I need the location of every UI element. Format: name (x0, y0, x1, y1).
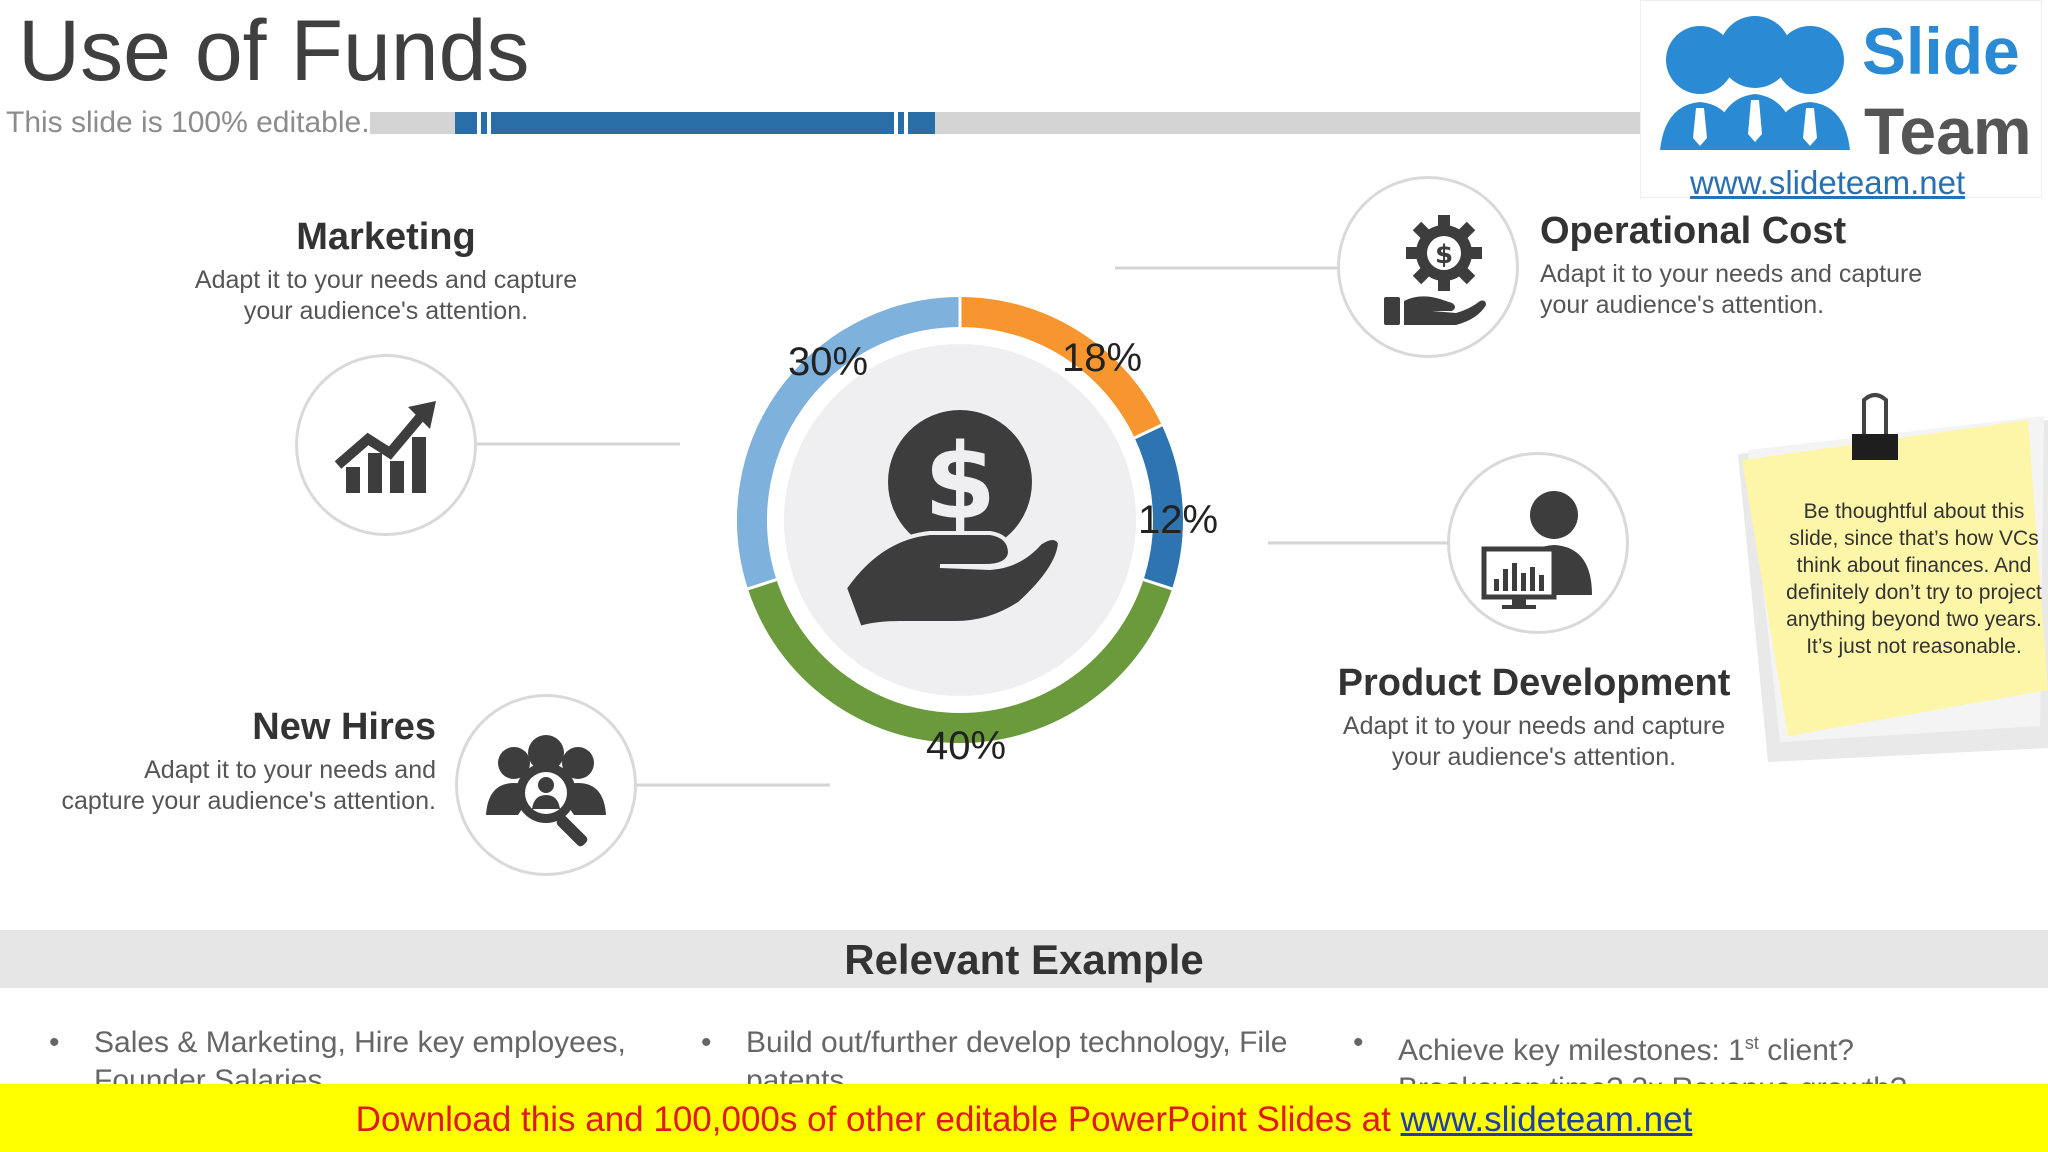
logo-word-slide: Slide (1862, 14, 2020, 88)
team-search-icon (486, 735, 606, 847)
example-bullet-3-line1-post: client? (1758, 1034, 1854, 1067)
marketing-title: Marketing (296, 216, 476, 258)
product-desc: Adapt it to your needs and capture your … (1284, 711, 1784, 773)
marketing-desc-line2: your audience's attention. (243, 297, 529, 325)
donut-label-product: 12% (1138, 498, 1219, 542)
download-banner-link[interactable]: www.slideteam.net (1400, 1100, 1693, 1139)
hires-icon-circle (455, 694, 637, 876)
logo-word-team: Team (1864, 94, 2032, 168)
download-banner-text: Download this and 100,000s of other edit… (0, 1100, 2048, 1140)
example-title: Relevant Example (844, 936, 1204, 983)
donut-label-hires: 40% (926, 724, 1007, 768)
hires-desc-line1: Adapt it to your needs and (144, 756, 436, 784)
gear-dollar-hand-icon: $ (1384, 215, 1486, 325)
operational-icon-circle: $ (1337, 176, 1519, 358)
donut-separator (1131, 422, 1166, 441)
donut-separator (744, 577, 780, 592)
donut-separator (1140, 577, 1176, 592)
donut-segment-marketing (737, 297, 961, 589)
marketing-desc-line1: Adapt it to your needs and capture (194, 266, 578, 294)
svg-text:$: $ (1435, 240, 1453, 270)
donut-label-marketing: 30% (788, 340, 869, 384)
operational-desc-line2: your audience's attention. (1540, 291, 1825, 319)
donut-segment-operational (959, 297, 1162, 439)
donut-label-operational: 18% (1062, 336, 1143, 380)
operational-desc-line1: Adapt it to your needs and capture (1540, 260, 1923, 288)
example-bullet-2-line1: Build out/further develop technology, Fi… (746, 1026, 1288, 1059)
sticky-note (1738, 393, 2048, 762)
example-band (0, 930, 2048, 988)
title-underline-bar (370, 112, 1660, 134)
product-title: Product Development (1337, 662, 1731, 704)
product-desc-line1: Adapt it to your needs and capture (1342, 712, 1726, 740)
donut-segment-hires (747, 579, 1173, 743)
bullet-marker: • (49, 1026, 60, 1059)
growth-chart-icon (334, 401, 436, 493)
user-monitor-icon (1481, 491, 1592, 609)
page-title: Use of Funds (18, 3, 530, 99)
download-banner-message: Download this and 100,000s of other edit… (355, 1100, 1401, 1139)
example-bullet-2: • Build out/further develop technology, … (701, 1024, 1288, 1100)
example-bullet-3-line1-pre: Achieve key milestones: 1 (1398, 1034, 1745, 1067)
bullet-marker: • (701, 1026, 712, 1059)
sticky-note-text: Be thoughtful about this slide, since th… (1786, 500, 2042, 658)
svg-text:$: $ (924, 421, 996, 543)
bullet-marker: • (1353, 1026, 1364, 1059)
product-icon-circle (1447, 452, 1629, 634)
hires-desc: Adapt it to your needs and capture your … (16, 755, 436, 817)
example-bullet-1-line1: Sales & Marketing, Hire key employees, (94, 1026, 626, 1059)
marketing-desc: Adapt it to your needs and capture your … (136, 265, 636, 327)
page-subtitle: This slide is 100% editable. (6, 106, 370, 139)
operational-title: Operational Cost (1540, 210, 1847, 252)
logo-link[interactable]: www.slideteam.net (1690, 164, 1966, 201)
donut-segment-product (1134, 425, 1183, 589)
donut-chart: $ (737, 294, 1183, 743)
operational-desc: Adapt it to your needs and capture your … (1540, 259, 2020, 321)
hires-title: New Hires (252, 706, 436, 748)
binder-clip-icon (1852, 393, 1898, 460)
download-banner (0, 1084, 2048, 1152)
hires-desc-line2: capture your audience's attention. (61, 787, 436, 815)
example-bullet-3-sup: st (1744, 1033, 1759, 1053)
hand-dollar-icon: $ (842, 410, 1063, 631)
people-logo-icon (1660, 16, 1850, 150)
product-desc-line2: your audience's attention. (1391, 743, 1677, 771)
marketing-icon-circle (295, 354, 477, 536)
connector-lines (475, 266, 1450, 787)
logo-panel (1640, 0, 2042, 198)
example-bullet-3-line1: Achieve key milestones: 1st client? (1398, 1024, 1907, 1070)
